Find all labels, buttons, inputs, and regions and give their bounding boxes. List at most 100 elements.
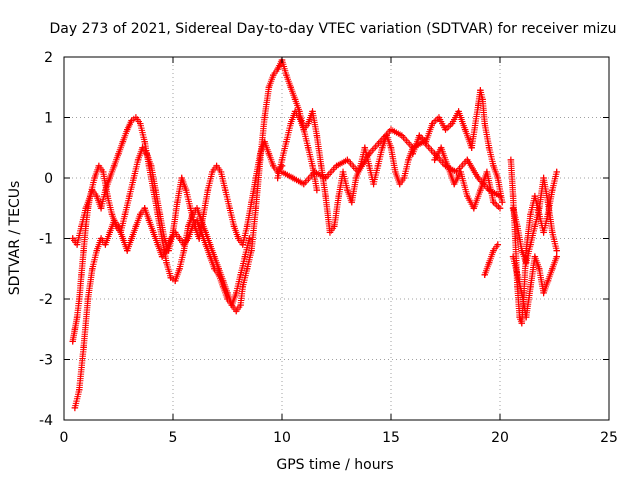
data-point <box>198 229 205 236</box>
y-tick-label: 2 <box>44 50 53 66</box>
data-point <box>119 138 127 145</box>
data-point <box>211 265 218 272</box>
data-point <box>130 174 137 182</box>
data-point <box>507 156 515 164</box>
data-point <box>455 108 462 115</box>
data-point <box>137 211 144 218</box>
data-point <box>93 247 100 254</box>
data-point <box>274 65 281 73</box>
data-point <box>180 241 188 248</box>
data-point <box>483 168 491 176</box>
data-point <box>246 235 253 242</box>
data-point <box>167 235 175 242</box>
data-point <box>470 205 478 212</box>
data-point <box>335 192 342 200</box>
data-point <box>514 223 521 230</box>
data-point <box>193 217 201 224</box>
data-point <box>481 120 488 127</box>
data-point <box>496 205 504 212</box>
data-point <box>215 271 222 278</box>
data-point <box>121 211 129 218</box>
data-point <box>509 253 517 260</box>
data-point <box>82 205 89 212</box>
data-point <box>108 211 116 218</box>
data-point <box>124 247 131 254</box>
data-point <box>178 174 185 182</box>
data-point <box>163 247 170 254</box>
data-point <box>518 247 525 254</box>
data-point <box>339 168 347 176</box>
data-point <box>69 235 76 242</box>
y-tick-label: -1 <box>39 232 53 248</box>
data-point <box>261 138 268 145</box>
data-point <box>226 205 233 212</box>
data-point <box>527 241 534 248</box>
data-point <box>239 283 246 291</box>
chart-title: Day 273 of 2021, Sidereal Day-to-day VTE… <box>50 21 617 37</box>
data-point <box>540 174 547 182</box>
data-point <box>289 174 297 182</box>
data-point <box>509 192 517 200</box>
data-point <box>374 162 382 170</box>
data-point <box>187 205 194 212</box>
data-point <box>431 156 438 164</box>
data-point <box>444 162 451 170</box>
data-point <box>71 404 79 412</box>
data-point <box>274 174 281 182</box>
data-point <box>326 229 334 236</box>
data-point <box>148 162 155 170</box>
data-point <box>514 271 521 278</box>
series-track-4 <box>274 108 416 236</box>
data-point <box>300 180 307 188</box>
data-point <box>522 259 530 266</box>
data-point <box>80 247 87 254</box>
data-point <box>448 120 456 127</box>
data-point <box>228 301 236 309</box>
data-point <box>200 211 207 218</box>
data-point <box>124 126 131 133</box>
data-point <box>518 289 525 297</box>
data-point <box>296 114 303 121</box>
data-point <box>400 174 408 182</box>
data-point <box>233 289 240 297</box>
data-point <box>475 102 482 109</box>
data-point <box>97 205 105 212</box>
x-tick-label: 15 <box>382 430 400 446</box>
data-point <box>69 338 76 345</box>
data-point <box>213 162 220 170</box>
data-series <box>69 56 560 412</box>
x-tick-label: 5 <box>169 430 178 446</box>
data-point <box>442 126 449 133</box>
data-point <box>490 199 497 206</box>
data-point <box>167 274 175 282</box>
data-point <box>97 235 105 242</box>
data-point <box>553 247 560 254</box>
series-track-11 <box>509 253 560 321</box>
data-point <box>309 162 316 170</box>
series-track-10 <box>509 174 560 266</box>
data-point <box>78 223 85 230</box>
data-point <box>132 223 140 230</box>
data-point <box>185 235 192 242</box>
data-point <box>102 241 109 248</box>
data-point <box>379 144 386 151</box>
data-point <box>73 313 81 321</box>
data-point <box>158 253 166 260</box>
data-point <box>224 295 231 303</box>
data-point <box>150 229 157 236</box>
data-point <box>115 150 122 157</box>
data-point <box>89 265 96 272</box>
data-point <box>278 168 286 176</box>
data-point <box>481 271 488 278</box>
axis-ticks <box>63 56 610 421</box>
data-point <box>235 235 242 242</box>
data-point <box>115 223 122 230</box>
data-point <box>78 271 85 278</box>
data-point <box>243 223 251 230</box>
data-point <box>161 235 168 242</box>
data-point <box>134 156 142 164</box>
data-point <box>128 117 135 124</box>
data-point <box>241 253 249 260</box>
data-point <box>287 120 294 127</box>
